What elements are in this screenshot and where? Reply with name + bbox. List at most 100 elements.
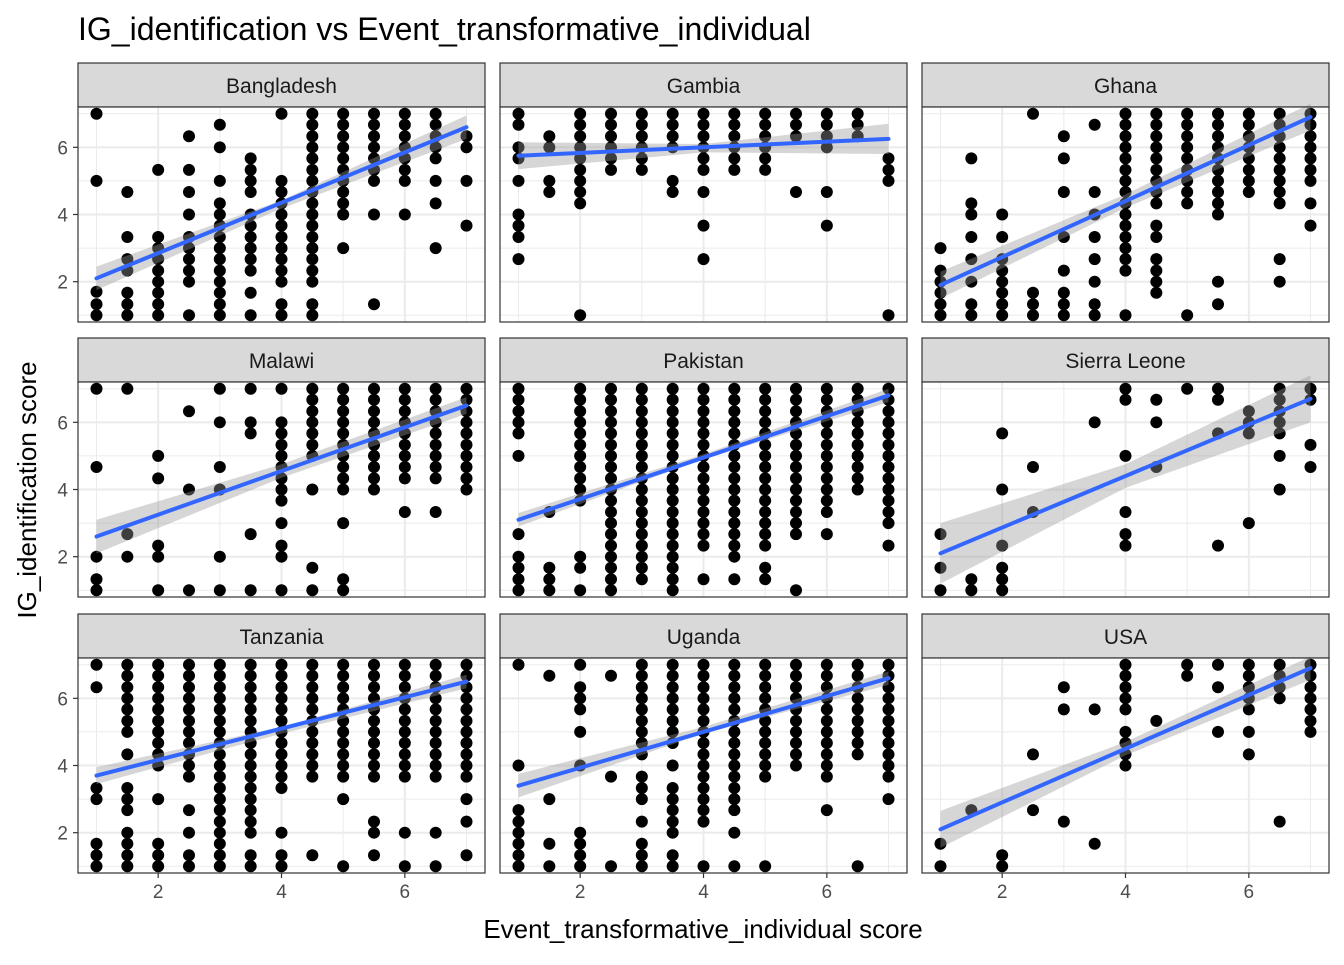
data-point — [398, 130, 411, 143]
data-point — [759, 692, 772, 705]
data-point — [1119, 174, 1132, 187]
data-point — [1273, 692, 1286, 705]
data-point — [275, 826, 288, 839]
data-point — [666, 826, 679, 839]
data-point — [337, 152, 350, 165]
data-point — [152, 231, 165, 244]
panel-border — [921, 381, 1330, 598]
data-point — [368, 714, 380, 727]
data-point — [574, 483, 587, 496]
data-point — [851, 449, 864, 462]
data-point — [574, 174, 587, 187]
data-point — [934, 860, 947, 873]
data-point — [790, 130, 802, 143]
data-point — [605, 561, 617, 574]
data-point — [1027, 309, 1039, 322]
data-point — [121, 714, 134, 727]
data-point — [1119, 185, 1132, 198]
data-point — [1088, 703, 1101, 716]
data-point — [851, 658, 864, 671]
data-point — [820, 528, 833, 541]
data-point — [213, 382, 226, 395]
data-point — [666, 130, 679, 143]
data-point — [368, 460, 380, 473]
x-tick-label: 4 — [276, 882, 287, 903]
data-point — [213, 208, 226, 221]
data-point — [213, 782, 226, 795]
data-point — [790, 736, 802, 749]
data-point — [728, 107, 741, 120]
data-point — [275, 264, 288, 277]
data-point — [882, 152, 895, 165]
data-point — [759, 770, 772, 783]
data-point — [728, 130, 741, 143]
data-point — [183, 860, 195, 873]
data-point — [1181, 197, 1194, 210]
data-point — [460, 815, 473, 828]
data-point — [337, 483, 350, 496]
data-point — [728, 658, 741, 671]
data-point — [244, 658, 257, 671]
data-point — [183, 770, 195, 783]
trend-line — [938, 115, 1313, 288]
data-point — [882, 460, 895, 473]
data-point — [121, 748, 134, 761]
data-point — [820, 703, 833, 716]
data-point — [368, 130, 380, 143]
data-point — [183, 163, 195, 176]
data-point — [635, 793, 648, 806]
data-point — [697, 427, 710, 440]
data-point — [90, 782, 103, 795]
data-point — [1273, 483, 1286, 496]
data-point — [183, 714, 195, 727]
data-point — [213, 141, 226, 154]
data-point — [882, 416, 895, 429]
data-point — [820, 759, 833, 772]
data-point — [90, 309, 103, 322]
data-point — [244, 681, 257, 694]
data-point — [1119, 107, 1132, 120]
data-point — [275, 174, 288, 187]
y-tick-label: 2 — [57, 548, 68, 569]
data-point — [882, 483, 895, 496]
data-point — [574, 860, 587, 873]
data-point — [460, 472, 473, 485]
chart-title: IG_identification vs Event_transformativ… — [78, 11, 811, 47]
data-point — [666, 782, 679, 795]
data-point — [666, 849, 679, 862]
data-point — [368, 152, 380, 165]
data-point — [460, 393, 473, 406]
data-point — [728, 393, 741, 406]
data-point — [574, 550, 587, 563]
data-point — [605, 860, 617, 873]
data-point — [605, 118, 617, 131]
data-point — [851, 725, 864, 738]
data-point — [851, 382, 864, 395]
data-point — [121, 309, 134, 322]
data-point — [790, 185, 802, 198]
data-point — [183, 736, 195, 749]
x-tick-label: 6 — [400, 882, 411, 903]
data-point — [851, 460, 864, 473]
data-point — [398, 860, 411, 873]
data-point — [244, 253, 257, 266]
data-point — [183, 185, 195, 198]
data-point — [965, 197, 978, 210]
data-point — [152, 725, 165, 738]
data-point — [1181, 130, 1194, 143]
data-point — [306, 703, 319, 716]
data-point — [460, 219, 473, 232]
data-point — [337, 517, 350, 530]
data-point — [337, 449, 350, 462]
data-point — [460, 736, 473, 749]
data-point — [574, 584, 587, 597]
data-point — [1304, 197, 1317, 210]
data-point — [306, 584, 319, 597]
data-point — [882, 770, 895, 783]
data-point — [121, 382, 134, 395]
data-point — [1242, 703, 1255, 716]
data-point — [1150, 152, 1163, 165]
data-point — [183, 242, 195, 255]
data-point — [1273, 141, 1286, 154]
